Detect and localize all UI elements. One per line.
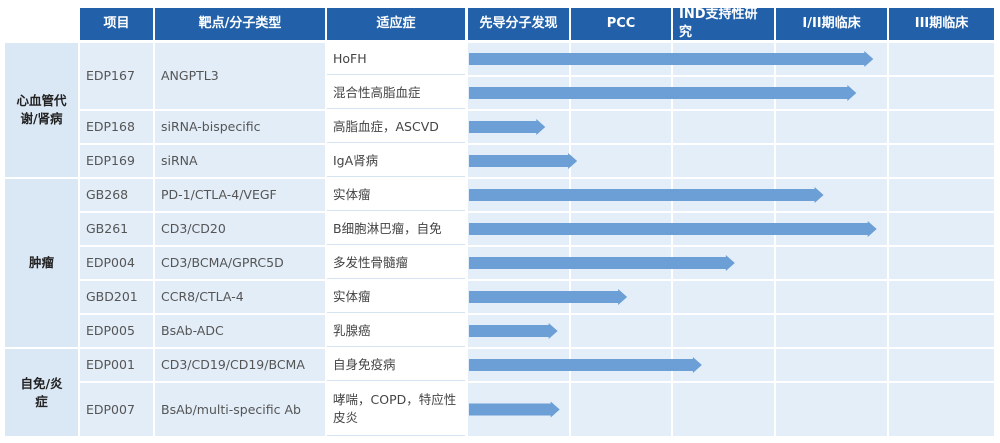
progress-arrow bbox=[469, 221, 877, 237]
target: CCR8/CTLA-4 bbox=[155, 281, 325, 313]
stage-header: PCC bbox=[571, 8, 671, 40]
project-id: GB268 bbox=[80, 179, 153, 211]
progress-arrow bbox=[469, 289, 628, 305]
stage-cell bbox=[571, 111, 671, 143]
stage-cell bbox=[889, 213, 994, 245]
column-header: 项目 bbox=[80, 8, 153, 40]
project-id: EDP005 bbox=[80, 315, 153, 347]
progress-arrow bbox=[469, 187, 824, 203]
stage-cell bbox=[571, 315, 671, 347]
indication: 实体瘤 bbox=[327, 281, 465, 313]
indication: 乳腺癌 bbox=[327, 315, 465, 347]
stage-cell bbox=[776, 281, 887, 313]
project-id: EDP167 bbox=[80, 43, 153, 109]
target: PD-1/CTLA-4/VEGF bbox=[155, 179, 325, 211]
indication: HoFH bbox=[327, 43, 465, 75]
stage-header: III期临床 bbox=[889, 8, 994, 40]
progress-arrow bbox=[469, 401, 560, 418]
column-header: 适应症 bbox=[327, 8, 465, 40]
indication: 多发性骨髓瘤 bbox=[327, 247, 465, 279]
indication: 高脂血症，ASCVD bbox=[327, 111, 465, 143]
indication: 自身免疫病 bbox=[327, 349, 465, 381]
indication: 混合性高脂血症 bbox=[327, 77, 465, 109]
stage-cell bbox=[889, 349, 994, 381]
project-id: EDP168 bbox=[80, 111, 153, 143]
target: BsAb-ADC bbox=[155, 315, 325, 347]
stage-cell bbox=[889, 383, 994, 436]
indication: 实体瘤 bbox=[327, 179, 465, 211]
indication: IgA肾病 bbox=[327, 145, 465, 177]
progress-arrow bbox=[469, 119, 546, 135]
stage-cell bbox=[673, 145, 774, 177]
stage-cell bbox=[889, 247, 994, 279]
project-id: GBD201 bbox=[80, 281, 153, 313]
project-id: GB261 bbox=[80, 213, 153, 245]
column-header: 靶点/分子类型 bbox=[155, 8, 325, 40]
stage-cell bbox=[776, 247, 887, 279]
group-label: 自免/炎症 bbox=[5, 349, 78, 436]
stage-cell bbox=[889, 179, 994, 211]
target: siRNA-bispecific bbox=[155, 111, 325, 143]
stage-cell bbox=[889, 111, 994, 143]
stage-cell bbox=[673, 383, 774, 436]
stage-cell bbox=[889, 145, 994, 177]
stage-cell bbox=[889, 281, 994, 313]
progress-arrow bbox=[469, 255, 735, 271]
target: siRNA bbox=[155, 145, 325, 177]
stage-cell bbox=[776, 383, 887, 436]
target: ANGPTL3 bbox=[155, 43, 325, 109]
stage-cell bbox=[673, 281, 774, 313]
indication: B细胞淋巴瘤，自免 bbox=[327, 213, 465, 245]
stage-cell bbox=[673, 111, 774, 143]
progress-arrow bbox=[469, 357, 702, 373]
target: CD3/CD20 bbox=[155, 213, 325, 245]
target: BsAb/multi-specific Ab bbox=[155, 383, 325, 436]
stage-cell bbox=[776, 111, 887, 143]
project-id: EDP169 bbox=[80, 145, 153, 177]
stage-cell bbox=[776, 145, 887, 177]
indication: 哮喘，COPD，特应性皮炎 bbox=[327, 383, 465, 436]
stage-header: I/II期临床 bbox=[776, 8, 887, 40]
stage-header: IND支持性研究 bbox=[673, 7, 774, 40]
group-label: 心血管代谢/肾病 bbox=[5, 43, 78, 177]
project-id: EDP007 bbox=[80, 383, 153, 436]
project-id: EDP004 bbox=[80, 247, 153, 279]
target: CD3/CD19/CD19/BCMA bbox=[155, 349, 325, 381]
project-id: EDP001 bbox=[80, 349, 153, 381]
stage-cell bbox=[571, 145, 671, 177]
progress-arrow bbox=[469, 85, 857, 101]
group-label: 肿瘤 bbox=[5, 179, 78, 347]
progress-arrow bbox=[469, 323, 558, 339]
stage-cell bbox=[571, 383, 671, 436]
target: CD3/BCMA/GPRC5D bbox=[155, 247, 325, 279]
stage-cell bbox=[889, 43, 994, 75]
stage-header: 先导分子发现 bbox=[468, 8, 569, 40]
progress-arrow bbox=[469, 153, 578, 169]
stage-cell bbox=[776, 349, 887, 381]
stage-cell bbox=[776, 315, 887, 347]
stage-cell bbox=[889, 77, 994, 109]
progress-arrow bbox=[469, 51, 874, 67]
stage-cell bbox=[673, 315, 774, 347]
stage-cell bbox=[889, 315, 994, 347]
